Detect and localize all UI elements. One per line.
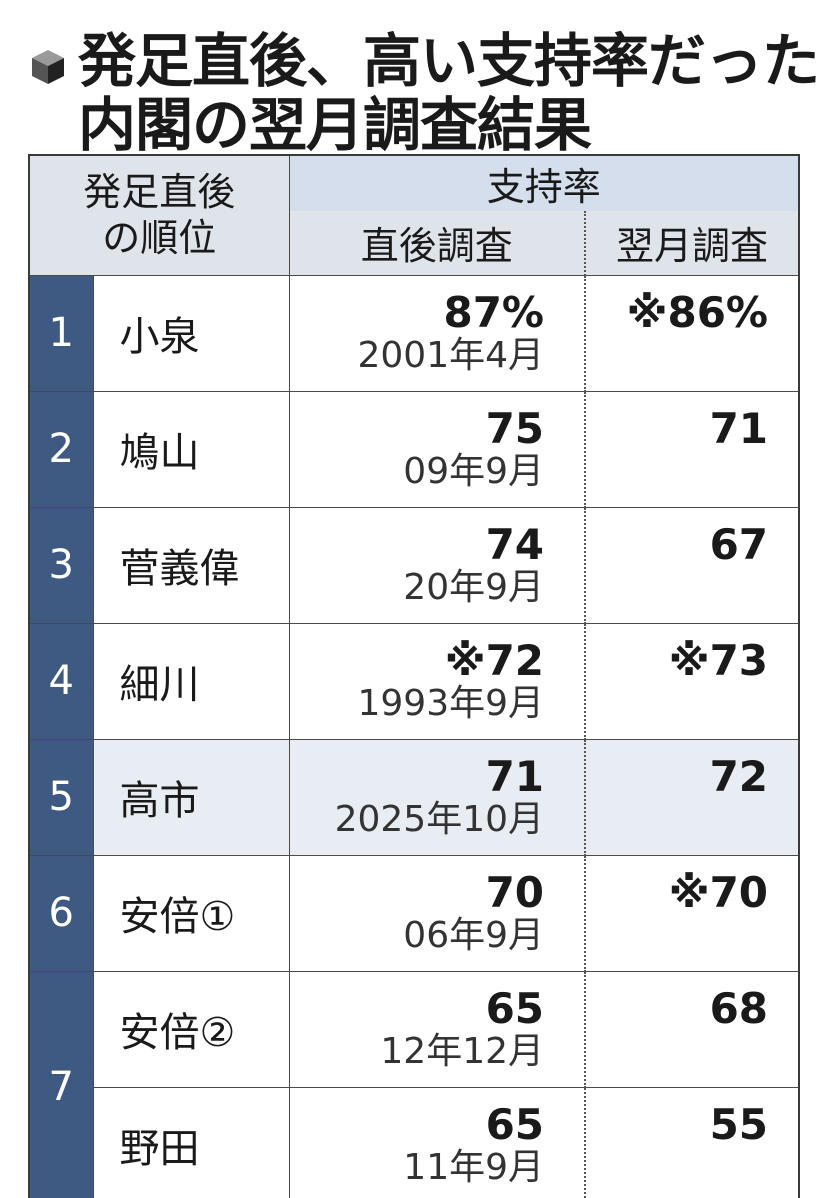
rank-number: 4 [28, 622, 94, 740]
header-row-sub: 直後調査 翌月調査 [29, 211, 800, 276]
title-line-1: 発足直後、高い支持率だった [78, 27, 820, 95]
survey-date: 06年9月 [403, 914, 545, 956]
immediate-value: 74 [485, 519, 545, 569]
cabinet-name: 菅義偉 [92, 506, 290, 624]
next-month-value: 71 [709, 403, 769, 453]
title-line-2: 内閣の翌月調査結果 [78, 91, 592, 159]
table-row: 野田 65 11年9月 55 [29, 1086, 800, 1198]
rank-header-line2: の順位 [102, 216, 217, 261]
cube-bullet-icon [32, 50, 64, 84]
rank-header-line1: 発足直後 [83, 170, 236, 215]
immediate-rating: 75 09年9月 [288, 390, 587, 508]
immediate-value: 65 [485, 1099, 545, 1149]
immediate-rating: 87% 2001年4月 [288, 274, 587, 392]
immediate-rating: 65 12年12月 [288, 970, 587, 1088]
immediate-value: 70 [485, 867, 545, 917]
table-row: 7 安倍② 65 12年12月 68 [28, 970, 800, 1198]
cabinet-name: 高市 [92, 738, 290, 856]
immediate-value: 87% [443, 287, 545, 337]
cabinet-name: 小泉 [92, 274, 290, 392]
rank-number: 3 [28, 506, 94, 624]
next-month-rating: 68 [584, 970, 800, 1088]
survey-date: 2025年10月 [334, 798, 545, 840]
table-row-highlighted: 5 高市 71 2025年10月 72 [28, 738, 800, 856]
cabinet-name: 細川 [92, 622, 290, 740]
approval-rating-table: 発足直後 の順位 支持率 直後調査 翌月調査 1 小泉 87% 2001年4月 … [28, 154, 801, 1198]
rank-number: 7 [28, 970, 94, 1198]
survey-date: 1993年9月 [357, 682, 545, 724]
article-title: 発足直後、高い支持率だった 内閣の翌月調査結果 [26, 24, 820, 159]
next-month-rating: 55 [584, 1086, 800, 1198]
next-month-value: ※70 [668, 867, 769, 917]
next-month-survey-header: 翌月調査 [584, 211, 800, 276]
cabinet-name: 安倍② [92, 970, 290, 1088]
immediate-rating: 65 11年9月 [288, 1086, 587, 1198]
table-row: 4 細川 ※72 1993年9月 ※73 [28, 622, 800, 740]
next-month-value: 72 [709, 751, 769, 801]
survey-date: 2001年4月 [357, 334, 545, 376]
immediate-rating: 70 06年9月 [288, 854, 587, 972]
next-month-value: 55 [709, 1099, 769, 1149]
next-month-rating: 72 [584, 738, 800, 856]
next-month-rating: ※86% [584, 274, 800, 392]
next-month-rating: 71 [584, 390, 800, 508]
rank-number: 6 [28, 854, 94, 972]
rank-column-header: 発足直後 の順位 [28, 154, 290, 276]
table-row: 6 安倍① 70 06年9月 ※70 [28, 854, 800, 972]
table-row: 1 小泉 87% 2001年4月 ※86% [28, 274, 800, 392]
next-month-value: ※73 [668, 635, 769, 685]
table-row: 3 菅義偉 74 20年9月 67 [28, 506, 800, 624]
survey-date: 20年9月 [403, 566, 545, 608]
immediate-value: 75 [485, 403, 545, 453]
next-month-rating: ※70 [584, 854, 800, 972]
rank-number: 2 [28, 390, 94, 508]
immediate-value: 65 [485, 983, 545, 1033]
next-month-rating: 67 [584, 506, 800, 624]
cabinet-name: 鳩山 [92, 390, 290, 508]
survey-date: 12年12月 [380, 1030, 545, 1072]
immediate-rating: 71 2025年10月 [288, 738, 587, 856]
immediate-rating: 74 20年9月 [288, 506, 587, 624]
survey-date: 09年9月 [403, 450, 545, 492]
next-month-value: 67 [709, 519, 769, 569]
support-rate-header: 支持率 [288, 154, 800, 211]
table-row: 2 鳩山 75 09年9月 71 [28, 390, 800, 508]
next-month-value: 68 [709, 983, 769, 1033]
immediate-rating: ※72 1993年9月 [288, 622, 587, 740]
next-month-value: ※86% [626, 287, 769, 337]
header-row-top: 発足直後 の順位 支持率 [28, 154, 800, 276]
immediate-value: 71 [485, 751, 545, 801]
rank-number: 1 [28, 274, 94, 392]
cabinet-name: 安倍① [92, 854, 290, 972]
immediate-survey-header: 直後調査 [288, 211, 587, 276]
cabinet-name: 野田 [92, 1086, 290, 1198]
survey-date: 11年9月 [403, 1146, 545, 1188]
rank-number: 5 [28, 738, 94, 856]
immediate-value: ※72 [444, 635, 545, 685]
next-month-rating: ※73 [584, 622, 800, 740]
